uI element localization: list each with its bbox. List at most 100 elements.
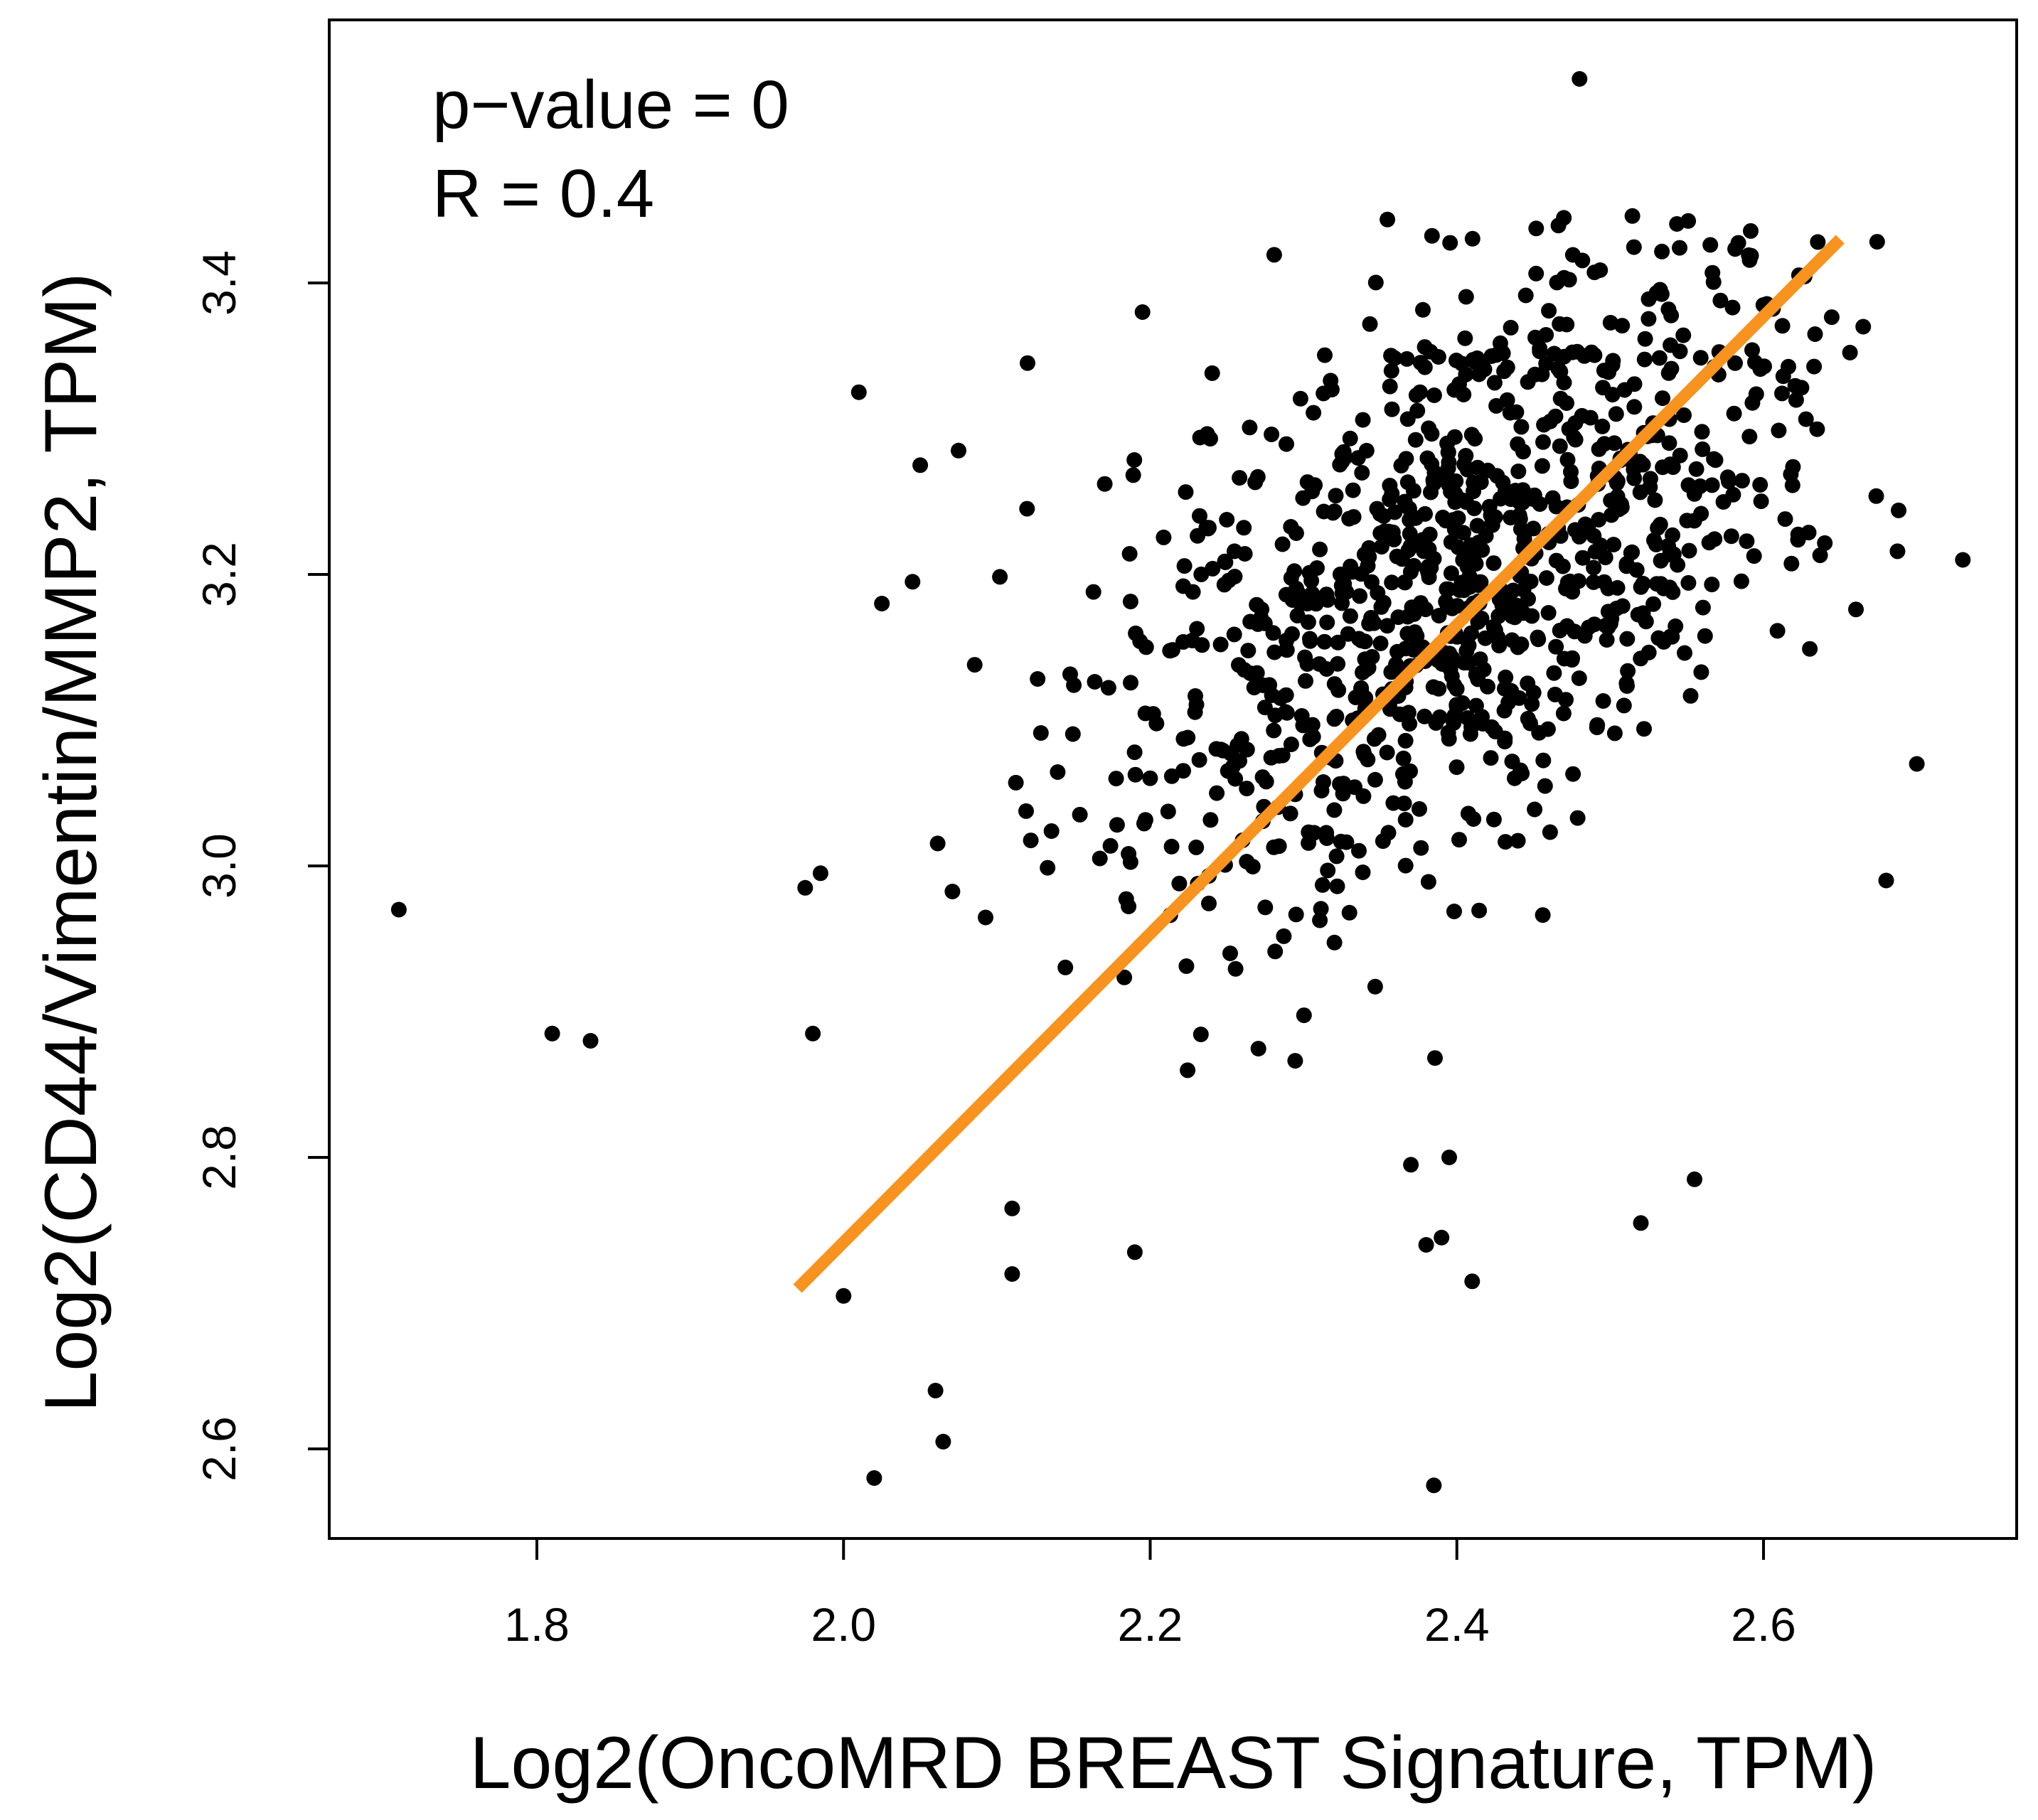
data-point [1599, 632, 1615, 648]
data-point [1527, 801, 1543, 818]
data-point [1043, 823, 1060, 839]
data-point [1817, 535, 1833, 551]
data-point [1878, 872, 1894, 889]
data-point [1807, 326, 1823, 342]
data-point [1008, 774, 1024, 791]
data-point [1788, 392, 1804, 408]
data-point [1441, 646, 1458, 662]
data-point [1697, 628, 1713, 644]
data-point [1134, 304, 1151, 320]
data-point [1426, 1477, 1442, 1494]
data-point [1485, 555, 1502, 572]
data-point [1222, 946, 1238, 961]
data-point [992, 569, 1008, 585]
data-point [1431, 680, 1447, 697]
data-point [1535, 907, 1551, 924]
data-point [1424, 456, 1440, 472]
y-tick-label: 3.4 [193, 250, 245, 316]
data-point [1626, 399, 1643, 415]
data-point [1393, 457, 1409, 473]
data-point [1209, 785, 1225, 801]
data-point [1546, 665, 1562, 681]
data-point [1576, 348, 1593, 364]
data-point [1085, 584, 1101, 600]
data-point [1427, 1050, 1443, 1066]
data-point [1726, 405, 1742, 422]
data-point [1555, 705, 1572, 722]
data-point [1495, 474, 1511, 491]
data-point [1569, 810, 1586, 826]
data-point [1417, 708, 1433, 724]
data-point [1382, 378, 1398, 395]
data-point [1439, 599, 1456, 615]
data-point [1121, 899, 1137, 914]
data-point [1449, 697, 1465, 713]
data-point [1215, 742, 1231, 759]
data-point [1355, 744, 1372, 760]
data-point [1855, 318, 1872, 335]
data-point [1312, 541, 1328, 557]
r-value-annotation: R = 0.4 [432, 156, 654, 232]
data-point [1537, 778, 1553, 794]
data-point [1283, 570, 1299, 586]
data-point [1420, 874, 1436, 890]
data-point [1180, 1062, 1196, 1078]
data-point [1126, 744, 1143, 761]
data-point [1468, 555, 1484, 572]
data-point [1466, 483, 1481, 500]
data-point [1619, 678, 1635, 694]
data-point [1122, 594, 1138, 610]
data-point [1654, 243, 1670, 259]
data-point [1127, 766, 1143, 783]
data-point [1567, 415, 1584, 431]
data-point [1249, 596, 1265, 613]
data-point [1538, 570, 1554, 586]
data-point [1320, 862, 1336, 879]
data-point [1542, 824, 1558, 840]
data-point [1783, 466, 1799, 483]
data-point [1019, 500, 1035, 517]
data-point [1249, 469, 1266, 485]
data-point [1372, 636, 1389, 651]
data-point [1446, 677, 1463, 693]
data-point [1548, 638, 1564, 655]
data-point [1242, 614, 1259, 630]
data-point [1415, 301, 1431, 318]
data-point [1628, 562, 1645, 578]
data-point [1596, 436, 1613, 452]
data-point [1503, 510, 1519, 526]
data-point [1576, 628, 1593, 644]
data-point [1188, 839, 1205, 855]
data-point [905, 574, 921, 590]
data-point [1373, 599, 1389, 615]
data-point [1264, 427, 1280, 442]
data-point [1379, 744, 1395, 761]
data-point [1102, 837, 1119, 854]
data-point [1809, 421, 1825, 437]
data-point [966, 657, 983, 673]
data-point [1524, 608, 1540, 624]
data-point [1457, 330, 1473, 346]
data-point [1571, 670, 1587, 686]
data-point [1559, 451, 1576, 468]
data-point [1175, 578, 1191, 594]
data-point [1508, 404, 1525, 420]
data-point [1486, 375, 1503, 391]
data-point [1375, 508, 1392, 524]
data-point [1586, 560, 1602, 576]
data-point [1323, 373, 1339, 389]
data-point [1511, 690, 1527, 706]
data-point [1160, 803, 1176, 820]
data-point [1443, 534, 1459, 550]
data-point [1318, 587, 1335, 603]
data-point [1572, 71, 1588, 87]
data-point [1417, 359, 1433, 375]
data-point [1774, 318, 1791, 334]
data-point [1175, 763, 1191, 779]
data-point [1362, 316, 1378, 332]
data-point [1426, 387, 1442, 403]
data-point [1293, 708, 1310, 724]
data-point [797, 879, 813, 896]
data-point [1412, 384, 1428, 400]
data-point [1496, 702, 1513, 719]
